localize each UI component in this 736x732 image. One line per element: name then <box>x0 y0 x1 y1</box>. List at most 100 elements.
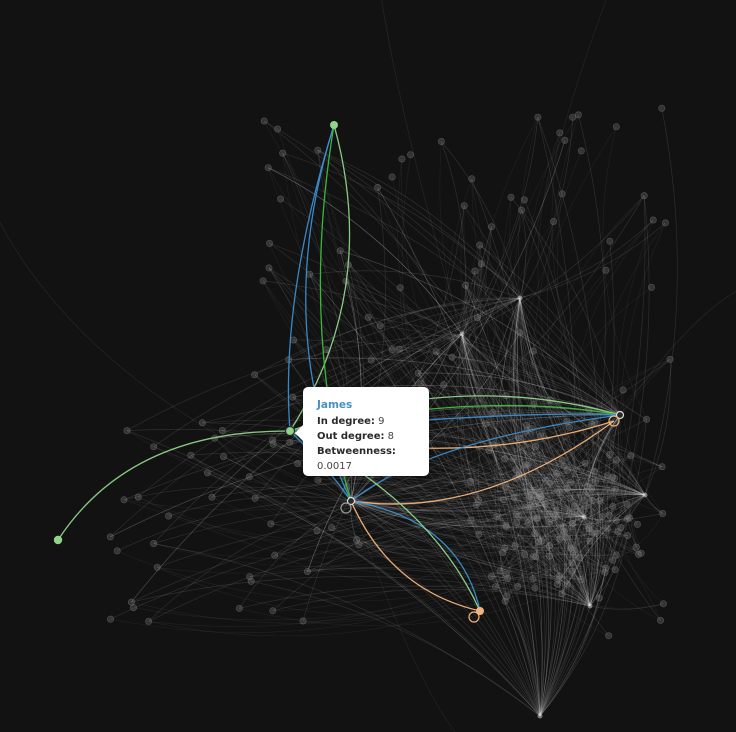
graph-node[interactable] <box>556 129 564 137</box>
graph-node[interactable] <box>560 462 568 470</box>
graph-node[interactable] <box>536 488 544 496</box>
graph-node[interactable] <box>605 511 613 519</box>
graph-node[interactable] <box>514 583 522 591</box>
graph-node[interactable] <box>289 393 297 401</box>
graph-node[interactable] <box>617 524 625 532</box>
graph-node[interactable] <box>440 381 448 389</box>
graph-hub-node[interactable] <box>587 603 593 609</box>
graph-node[interactable] <box>515 434 523 442</box>
graph-node[interactable] <box>656 616 664 624</box>
graph-node[interactable] <box>526 503 534 511</box>
graph-node[interactable] <box>328 524 336 532</box>
graph-node[interactable] <box>468 175 476 183</box>
graph-node[interactable] <box>583 482 591 490</box>
graph-node[interactable] <box>502 521 510 529</box>
graph-node[interactable] <box>541 500 549 508</box>
highlighted-node-ring[interactable] <box>608 415 620 427</box>
graph-node[interactable] <box>609 556 617 564</box>
graph-hub-node[interactable] <box>517 295 523 301</box>
graph-node[interactable] <box>487 572 495 580</box>
graph-node[interactable] <box>529 552 537 560</box>
graph-hub-node[interactable] <box>537 713 543 719</box>
graph-node[interactable] <box>546 479 554 487</box>
graph-node[interactable] <box>520 196 528 204</box>
graph-node[interactable] <box>604 472 612 480</box>
graph-node[interactable] <box>602 564 610 572</box>
graph-node[interactable] <box>510 455 518 463</box>
graph-node[interactable] <box>245 473 253 481</box>
graph-node[interactable] <box>532 500 540 508</box>
graph-node[interactable] <box>535 493 543 501</box>
graph-node[interactable] <box>552 469 560 477</box>
graph-node[interactable] <box>531 443 539 451</box>
graph-hub-node[interactable] <box>581 514 587 520</box>
graph-node[interactable] <box>517 206 525 214</box>
graph-node[interactable] <box>414 369 422 377</box>
graph-node[interactable] <box>502 392 510 400</box>
graph-node[interactable] <box>130 604 138 612</box>
graph-node[interactable] <box>564 580 572 588</box>
graph-node[interactable] <box>612 551 620 559</box>
graph-node[interactable] <box>533 515 541 523</box>
graph-node[interactable] <box>251 494 259 502</box>
graph-node[interactable] <box>265 264 273 272</box>
graph-node[interactable] <box>569 113 577 121</box>
graph-node[interactable] <box>551 512 559 520</box>
graph-node[interactable] <box>472 501 480 509</box>
graph-node[interactable] <box>496 567 504 575</box>
graph-node[interactable] <box>477 260 485 268</box>
graph-node[interactable] <box>624 531 632 539</box>
graph-node[interactable] <box>134 493 142 501</box>
graph-node[interactable] <box>279 149 287 157</box>
graph-node[interactable] <box>545 552 553 560</box>
graph-node[interactable] <box>546 542 554 550</box>
graph-node[interactable] <box>511 542 519 550</box>
graph-node[interactable] <box>574 111 582 119</box>
graph-node[interactable] <box>563 466 571 474</box>
graph-node[interactable] <box>643 415 651 423</box>
graph-node[interactable] <box>471 267 479 275</box>
graph-node[interactable] <box>526 493 534 501</box>
graph-node[interactable] <box>563 484 571 492</box>
graph-node[interactable] <box>499 496 507 504</box>
graph-node[interactable] <box>269 440 277 448</box>
graph-node[interactable] <box>501 455 509 463</box>
graph-node[interactable] <box>251 371 259 379</box>
graph-node[interactable] <box>198 419 206 427</box>
graph-node[interactable] <box>614 528 622 536</box>
graph-node[interactable] <box>127 598 135 606</box>
graph-node[interactable] <box>537 493 545 501</box>
graph-node[interactable] <box>552 506 560 514</box>
graph-node[interactable] <box>388 173 396 181</box>
graph-node[interactable] <box>277 195 285 203</box>
graph-node[interactable] <box>598 513 606 521</box>
graph-node[interactable] <box>577 576 585 584</box>
graph-node[interactable] <box>473 314 481 322</box>
graph-node[interactable] <box>364 313 372 321</box>
graph-node[interactable] <box>460 202 468 210</box>
graph-node[interactable] <box>491 583 499 591</box>
graph-node[interactable] <box>432 348 440 356</box>
graph-node[interactable] <box>265 239 273 247</box>
graph-node[interactable] <box>274 125 282 133</box>
graph-node[interactable] <box>246 573 254 581</box>
graph-node[interactable] <box>313 527 321 535</box>
graph-node[interactable] <box>314 476 322 484</box>
graph-node[interactable] <box>502 523 510 531</box>
graph-node[interactable] <box>398 155 406 163</box>
graph-node[interactable] <box>267 520 275 528</box>
graph-node[interactable] <box>632 543 640 551</box>
graph-node[interactable] <box>290 336 298 344</box>
graph-node[interactable] <box>611 474 619 482</box>
graph-node[interactable] <box>640 192 648 200</box>
graph-node[interactable] <box>576 554 584 562</box>
graph-node[interactable] <box>314 146 322 154</box>
graph-node[interactable] <box>376 322 384 330</box>
graph-node[interactable] <box>637 549 645 557</box>
graph-node[interactable] <box>570 546 578 554</box>
graph-node[interactable] <box>507 193 515 201</box>
graph-node[interactable] <box>582 502 590 510</box>
highlighted-node[interactable] <box>53 535 63 545</box>
graph-node[interactable] <box>355 541 363 549</box>
